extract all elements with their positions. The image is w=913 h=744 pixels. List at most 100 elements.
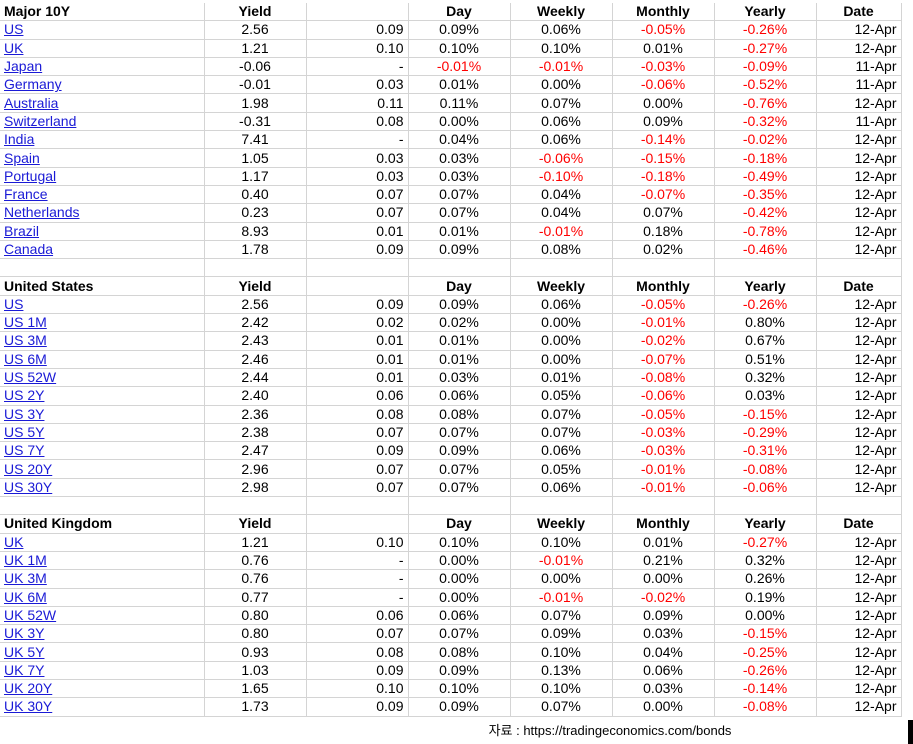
change-cell: 0.08: [306, 405, 409, 424]
yield-cell: 2.36: [204, 405, 307, 424]
date-cell: 12-Apr: [816, 478, 902, 498]
bond-link[interactable]: US 5Y: [0, 423, 205, 443]
column-header-weekly: Weekly: [510, 3, 613, 22]
bond-link[interactable]: UK 20Y: [0, 679, 205, 699]
table-row: Canada 1.78 0.09 0.09% 0.08% 0.02% -0.46% 12-Ap…: [0, 240, 902, 260]
yield-cell: 0.80: [204, 606, 307, 626]
bond-link[interactable]: US: [0, 295, 205, 315]
column-header-monthly: Monthly: [612, 514, 715, 534]
yearly-cell: -0.27%: [714, 39, 817, 58]
bond-link[interactable]: Japan: [0, 57, 205, 77]
day-cell: 0.00%: [408, 551, 511, 571]
change-cell: 0.08: [306, 112, 409, 132]
table-row: US 30Y 2.98 0.07 0.07% 0.06% -0.01% -0.06% 12-A…: [0, 478, 902, 498]
bond-link[interactable]: US 1M: [0, 313, 205, 333]
section-title: United States: [0, 276, 205, 296]
bond-link[interactable]: UK 30Y: [0, 697, 205, 717]
weekly-cell: 0.06%: [510, 478, 613, 498]
yield-cell: 0.93: [204, 642, 307, 662]
change-cell: 0.09: [306, 697, 409, 717]
bond-link[interactable]: US: [0, 20, 205, 40]
monthly-cell: 0.09%: [612, 112, 715, 132]
bond-link[interactable]: Portugal: [0, 167, 205, 186]
day-cell: 0.08%: [408, 642, 511, 662]
yearly-cell: -0.26%: [714, 20, 817, 40]
yearly-cell: -0.35%: [714, 185, 817, 205]
weekly-cell: 0.06%: [510, 130, 613, 150]
yield-cell: 2.96: [204, 459, 307, 479]
date-cell: 12-Apr: [816, 606, 902, 626]
yield-cell: 2.42: [204, 313, 307, 333]
bond-link[interactable]: Germany: [0, 75, 205, 95]
yearly-cell: -0.08%: [714, 459, 817, 479]
day-cell: 0.09%: [408, 20, 511, 40]
change-cell: 0.09: [306, 441, 409, 461]
bond-link[interactable]: Spain: [0, 148, 205, 168]
date-cell: 12-Apr: [816, 331, 902, 351]
change-cell: 0.02: [306, 313, 409, 333]
bond-link[interactable]: US 52W: [0, 368, 205, 388]
change-cell: 0.03: [306, 148, 409, 168]
day-cell: 0.07%: [408, 624, 511, 644]
bond-link[interactable]: US 20Y: [0, 459, 205, 479]
change-cell: -: [306, 588, 409, 607]
section-title: Major 10Y: [0, 3, 205, 22]
monthly-cell: 0.00%: [612, 569, 715, 589]
monthly-cell: 0.01%: [612, 533, 715, 552]
empty-cell: [510, 496, 613, 516]
blank-row: [0, 496, 902, 516]
bond-link[interactable]: Canada: [0, 240, 205, 260]
column-header-yearly: Yearly: [714, 514, 817, 534]
monthly-cell: -0.01%: [612, 313, 715, 333]
monthly-cell: -0.03%: [612, 441, 715, 461]
weekly-cell: 0.10%: [510, 533, 613, 552]
change-cell: 0.09: [306, 295, 409, 315]
bond-link[interactable]: Netherlands: [0, 203, 205, 223]
table-row: US 2.56 0.09 0.09% 0.06% -0.05% -0.26% 12-Apr: [0, 295, 902, 315]
bond-link[interactable]: Australia: [0, 93, 205, 113]
day-cell: 0.09%: [408, 240, 511, 260]
day-cell: 0.00%: [408, 569, 511, 589]
bond-link[interactable]: UK 52W: [0, 606, 205, 626]
yearly-cell: 0.19%: [714, 588, 817, 607]
bond-link[interactable]: India: [0, 130, 205, 150]
table-row: Germany -0.01 0.03 0.01% 0.00% -0.06% -0.52% 11…: [0, 75, 902, 95]
bond-link[interactable]: US 6M: [0, 350, 205, 369]
bond-link[interactable]: Brazil: [0, 222, 205, 241]
monthly-cell: 0.18%: [612, 222, 715, 241]
bond-link[interactable]: UK 5Y: [0, 642, 205, 662]
change-cell: 0.06: [306, 606, 409, 626]
yield-cell: 1.05: [204, 148, 307, 168]
monthly-cell: 0.03%: [612, 679, 715, 699]
yield-cell: 1.73: [204, 697, 307, 717]
bond-link[interactable]: US 30Y: [0, 478, 205, 498]
change-cell: 0.07: [306, 185, 409, 205]
monthly-cell: -0.01%: [612, 478, 715, 498]
bond-link[interactable]: US 2Y: [0, 386, 205, 406]
bond-link[interactable]: US 3M: [0, 331, 205, 351]
bond-link[interactable]: UK 3Y: [0, 624, 205, 644]
yield-cell: 8.93: [204, 222, 307, 241]
bond-link[interactable]: UK: [0, 533, 205, 552]
bond-link[interactable]: US 3Y: [0, 405, 205, 424]
bond-link[interactable]: UK 1M: [0, 551, 205, 571]
bond-link[interactable]: Switzerland: [0, 112, 205, 132]
bond-link[interactable]: UK 6M: [0, 588, 205, 607]
yearly-cell: -0.76%: [714, 93, 817, 113]
bond-link[interactable]: UK 7Y: [0, 661, 205, 680]
table-row: UK 1M 0.76-0.00% -0.01% 0.21% 0.32% 12-Apr: [0, 551, 902, 571]
bond-link[interactable]: US 7Y: [0, 441, 205, 461]
weekly-cell: -0.10%: [510, 167, 613, 186]
weekly-cell: 0.08%: [510, 240, 613, 260]
day-cell: 0.11%: [408, 93, 511, 113]
date-cell: 12-Apr: [816, 167, 902, 186]
monthly-cell: 0.02%: [612, 240, 715, 260]
column-header-day: Day: [408, 3, 511, 22]
bond-link[interactable]: UK: [0, 39, 205, 58]
bond-link[interactable]: France: [0, 185, 205, 205]
table-row: UK 1.21 0.10 0.10% 0.10% 0.01% -0.27% 12-Apr: [0, 39, 902, 58]
bond-link[interactable]: UK 3M: [0, 569, 205, 589]
monthly-cell: -0.03%: [612, 57, 715, 77]
column-header-change: [306, 3, 409, 22]
empty-cell: [714, 258, 817, 278]
